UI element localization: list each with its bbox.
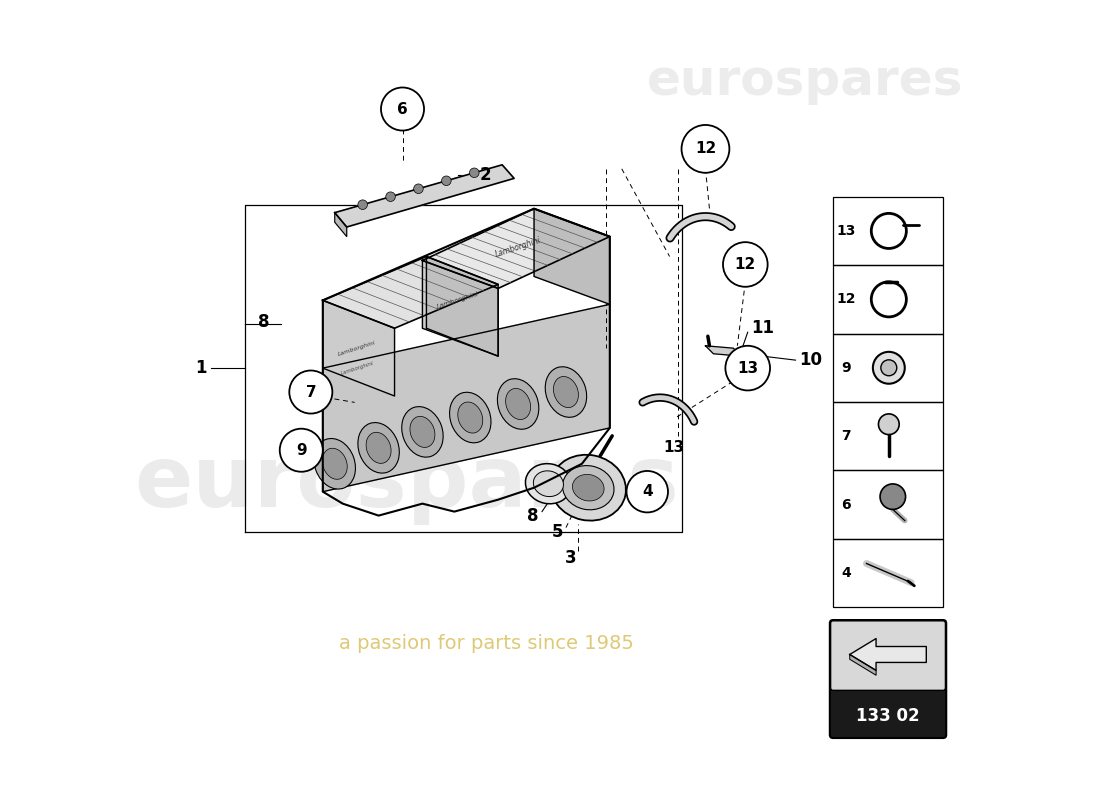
Text: 10: 10 xyxy=(799,351,822,369)
Polygon shape xyxy=(535,209,609,304)
Circle shape xyxy=(725,346,770,390)
Text: 5: 5 xyxy=(552,522,563,541)
Text: 6: 6 xyxy=(397,102,408,117)
Polygon shape xyxy=(850,638,926,670)
Text: Lamborghini: Lamborghini xyxy=(437,290,481,310)
Circle shape xyxy=(627,471,668,513)
Circle shape xyxy=(880,484,905,510)
Polygon shape xyxy=(322,300,395,396)
Text: 12: 12 xyxy=(695,142,716,156)
Bar xyxy=(833,265,943,334)
Text: 4: 4 xyxy=(840,566,850,580)
Text: Lamborghini: Lamborghini xyxy=(338,340,376,357)
Text: 4: 4 xyxy=(642,484,652,499)
Text: Lamborghini: Lamborghini xyxy=(340,361,374,376)
Circle shape xyxy=(723,242,768,286)
Bar xyxy=(833,402,943,470)
Ellipse shape xyxy=(314,438,355,489)
Ellipse shape xyxy=(534,471,563,497)
Ellipse shape xyxy=(562,466,614,510)
Text: 13: 13 xyxy=(737,361,758,376)
Ellipse shape xyxy=(572,474,604,501)
Text: 6: 6 xyxy=(842,498,850,512)
Ellipse shape xyxy=(553,377,579,407)
Text: 9: 9 xyxy=(296,442,307,458)
Text: 3: 3 xyxy=(565,549,576,567)
Text: 13: 13 xyxy=(663,440,684,455)
Text: 11: 11 xyxy=(751,319,774,338)
Ellipse shape xyxy=(322,448,348,479)
FancyBboxPatch shape xyxy=(829,620,946,738)
Text: 1: 1 xyxy=(195,359,207,377)
Circle shape xyxy=(279,429,322,472)
Text: eurospares: eurospares xyxy=(647,57,964,105)
Text: 12: 12 xyxy=(836,292,856,306)
Ellipse shape xyxy=(551,454,626,521)
Circle shape xyxy=(881,360,896,376)
Bar xyxy=(833,334,943,402)
Circle shape xyxy=(381,87,424,130)
Polygon shape xyxy=(322,304,609,492)
Polygon shape xyxy=(322,257,498,328)
Ellipse shape xyxy=(506,389,530,419)
FancyBboxPatch shape xyxy=(830,621,945,690)
Ellipse shape xyxy=(458,402,483,433)
Text: 7: 7 xyxy=(306,385,316,399)
Text: Lamborghini: Lamborghini xyxy=(494,235,542,258)
Circle shape xyxy=(289,370,332,414)
Text: 7: 7 xyxy=(842,430,850,443)
Polygon shape xyxy=(334,213,346,237)
Circle shape xyxy=(879,414,899,434)
Ellipse shape xyxy=(526,464,571,504)
Ellipse shape xyxy=(358,422,399,473)
Ellipse shape xyxy=(366,432,392,463)
Ellipse shape xyxy=(410,416,435,447)
Bar xyxy=(833,539,943,607)
Polygon shape xyxy=(427,257,498,356)
Circle shape xyxy=(682,125,729,173)
Polygon shape xyxy=(422,209,609,288)
Ellipse shape xyxy=(402,406,443,457)
Circle shape xyxy=(441,176,451,186)
Circle shape xyxy=(358,200,367,210)
Text: 133 02: 133 02 xyxy=(856,707,920,725)
Text: 2: 2 xyxy=(480,166,492,184)
Polygon shape xyxy=(850,654,876,675)
Ellipse shape xyxy=(546,366,586,418)
Ellipse shape xyxy=(450,392,491,443)
Polygon shape xyxy=(705,346,741,356)
Text: 12: 12 xyxy=(735,257,756,272)
Text: 9: 9 xyxy=(842,361,850,374)
Ellipse shape xyxy=(497,378,539,430)
Text: 13: 13 xyxy=(836,224,856,238)
Polygon shape xyxy=(334,165,514,227)
Text: a passion for parts since 1985: a passion for parts since 1985 xyxy=(339,634,634,653)
Text: eurospares: eurospares xyxy=(134,442,679,526)
Circle shape xyxy=(414,184,424,194)
Circle shape xyxy=(470,168,478,178)
Text: 8: 8 xyxy=(257,313,270,331)
Bar xyxy=(833,470,943,539)
Polygon shape xyxy=(422,261,498,356)
Text: 8: 8 xyxy=(527,506,538,525)
Bar xyxy=(833,197,943,265)
Circle shape xyxy=(873,352,905,384)
Circle shape xyxy=(386,192,395,202)
